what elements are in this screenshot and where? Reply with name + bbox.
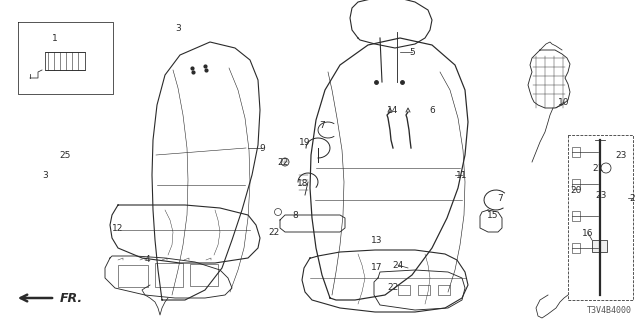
Text: 7: 7 [319, 121, 325, 130]
Text: 15: 15 [487, 211, 499, 220]
Text: 23: 23 [595, 190, 607, 199]
Text: 18: 18 [297, 179, 308, 188]
Text: 10: 10 [558, 98, 570, 107]
Text: 7: 7 [497, 194, 503, 203]
Text: 17: 17 [371, 263, 383, 273]
Text: 14: 14 [387, 106, 399, 115]
Text: 1: 1 [52, 34, 58, 43]
Text: 25: 25 [60, 150, 70, 159]
Text: 12: 12 [112, 223, 124, 233]
Text: 19: 19 [300, 138, 311, 147]
Bar [155, 263, 183, 287]
Text: 3: 3 [42, 171, 48, 180]
Text: 6: 6 [429, 106, 435, 115]
Bar [418, 285, 430, 295]
Bar [190, 264, 218, 286]
Bar [572, 243, 580, 253]
Text: T3V4B4000: T3V4B4000 [587, 306, 632, 315]
Text: FR.: FR. [60, 292, 83, 305]
Bar [572, 179, 580, 189]
Text: 3: 3 [175, 23, 181, 33]
Bar [398, 285, 410, 295]
Text: 24: 24 [392, 260, 404, 269]
Text: 22: 22 [387, 284, 399, 292]
Text: 4: 4 [144, 255, 150, 265]
Text: 22: 22 [268, 228, 280, 236]
Text: 2: 2 [629, 194, 635, 203]
Bar [45, 52, 85, 70]
Text: 22: 22 [277, 157, 289, 166]
Text: 9: 9 [259, 143, 265, 153]
Bar [572, 147, 580, 157]
Bar [118, 265, 148, 287]
Text: 8: 8 [292, 211, 298, 220]
Text: 11: 11 [456, 171, 468, 180]
Text: 23: 23 [615, 150, 627, 159]
Bar [572, 211, 580, 221]
Bar [438, 285, 450, 295]
Text: 13: 13 [371, 236, 383, 244]
Text: 5: 5 [409, 47, 415, 57]
Text: 16: 16 [582, 228, 594, 237]
Text: 20: 20 [570, 186, 582, 195]
Bar [592, 240, 607, 252]
Text: 21: 21 [592, 164, 604, 172]
